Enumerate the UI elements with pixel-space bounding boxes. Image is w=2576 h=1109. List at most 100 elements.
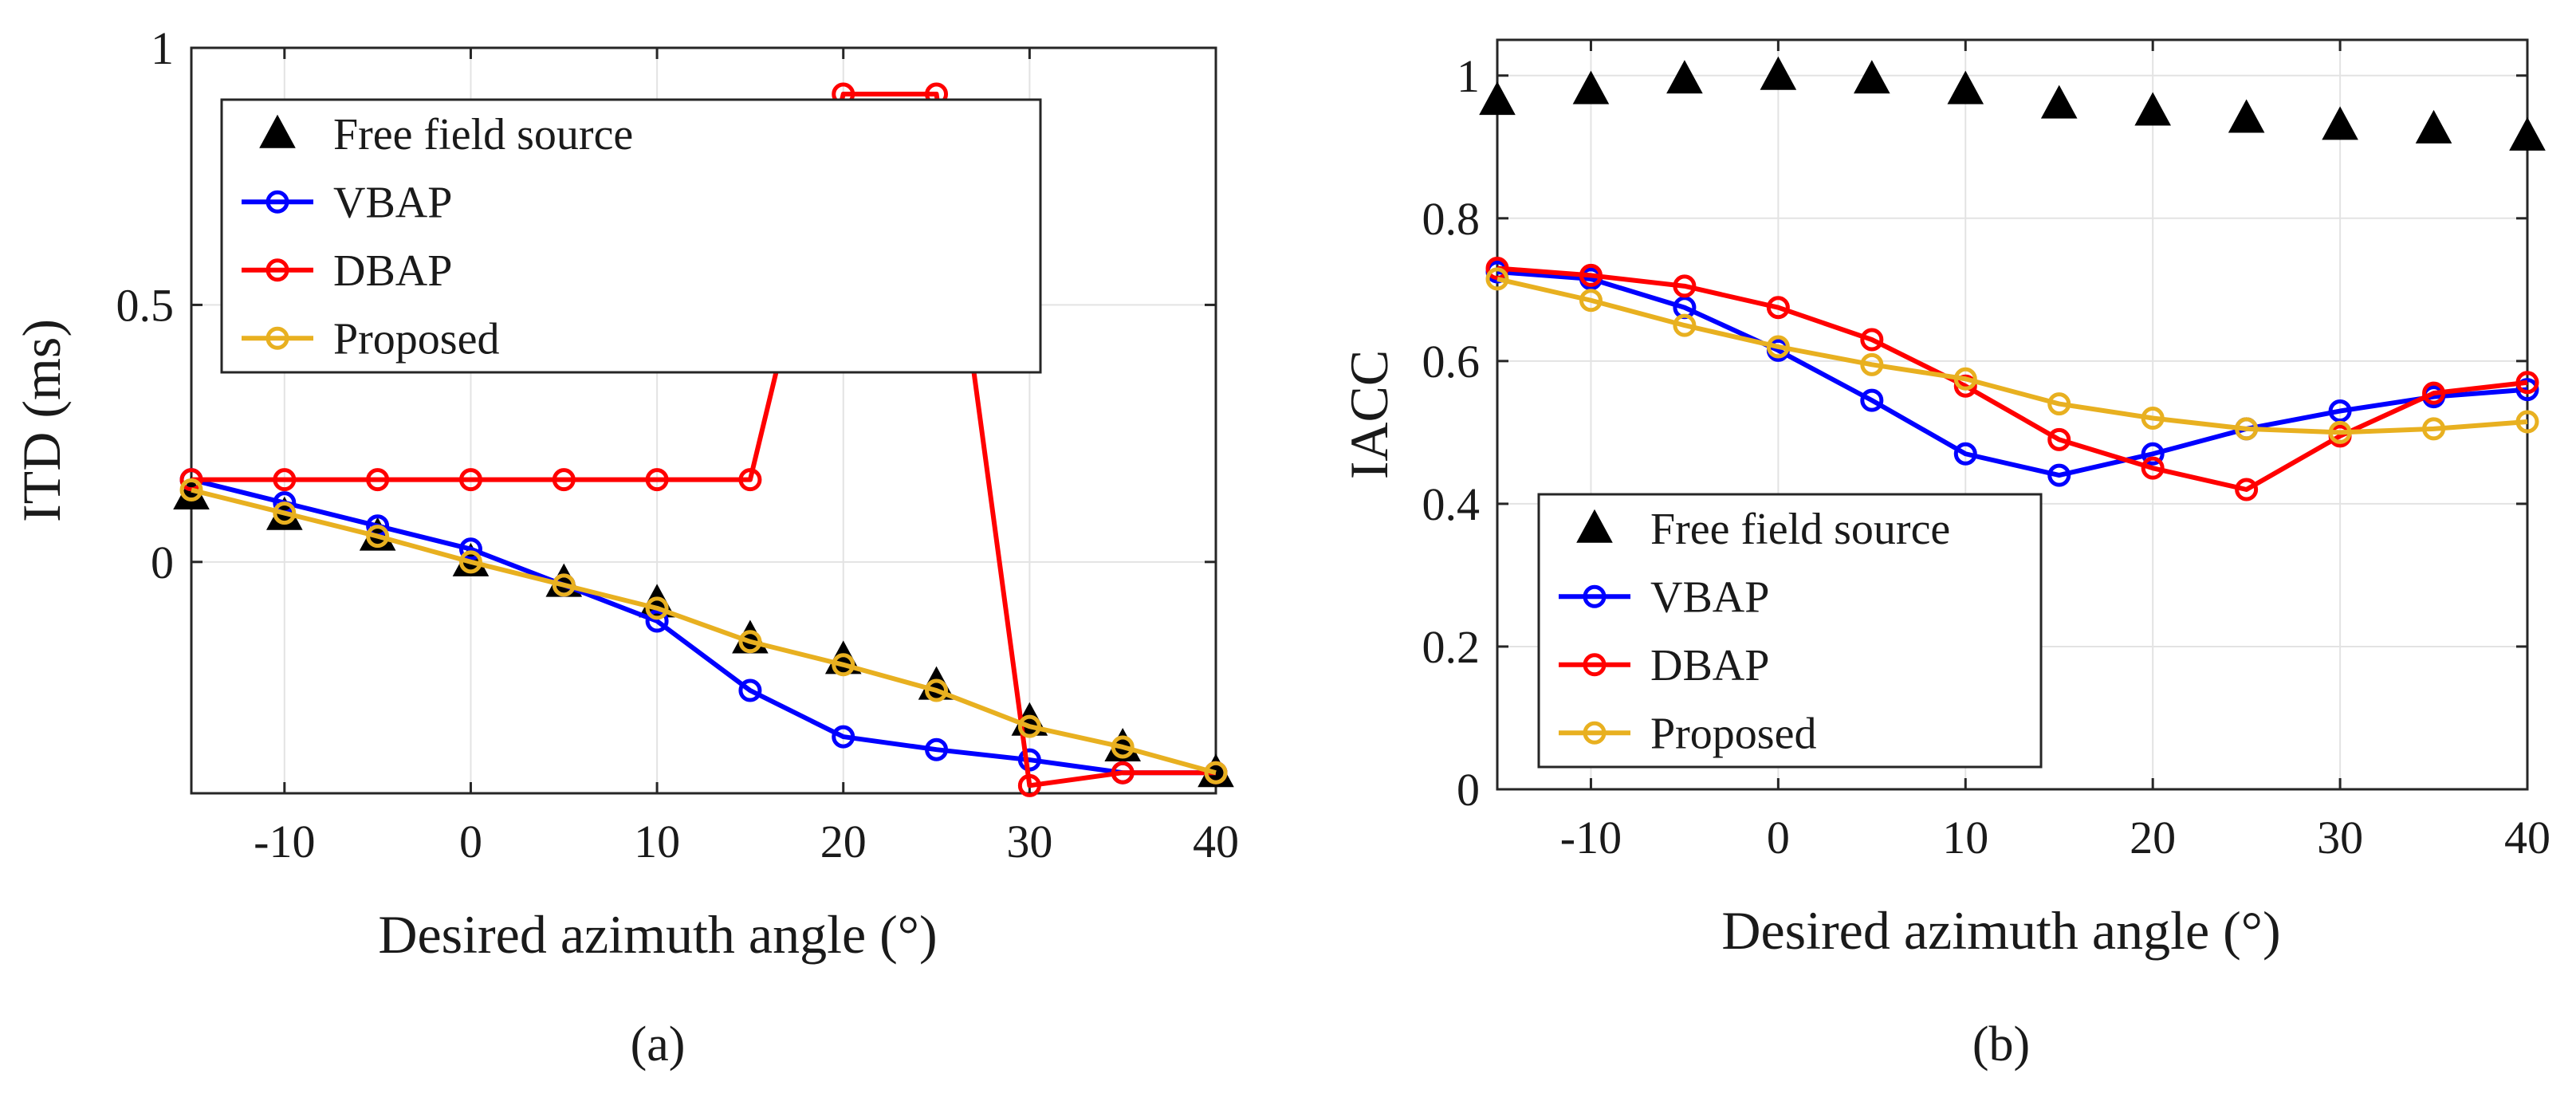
legend-marker-triangle (259, 114, 296, 148)
plot-frame (1496, 38, 2529, 791)
data-point-circle (458, 537, 482, 561)
legend-item: Free field source (1576, 505, 1950, 554)
data-point-circle (458, 550, 482, 574)
data-point-triangle (2134, 92, 2171, 126)
legend-marker-circle (1583, 721, 1607, 745)
data-point-circle (925, 678, 949, 702)
series-proposed (1485, 267, 2539, 444)
data-point-circle (1111, 735, 1135, 759)
data-point-circle (179, 468, 203, 492)
data-point-circle (738, 678, 762, 702)
legend-marker-triangle (1576, 509, 1613, 543)
x-tick-label: 20 (820, 816, 867, 867)
x-tick-label: 30 (1006, 816, 1052, 867)
legend: Free field source VBAP DBAP Proposed (220, 98, 1042, 374)
data-point-circle (1017, 773, 1041, 797)
legend: Free field source VBAP DBAP Proposed (1537, 493, 2043, 769)
data-point-circle (738, 630, 762, 654)
series-line (191, 487, 1217, 776)
legend-item: Free field source (259, 110, 633, 159)
data-point-circle (2328, 420, 2352, 444)
series-line (191, 92, 1216, 788)
data-point-triangle (1666, 60, 1703, 94)
data-point-circle (645, 609, 669, 633)
series-line (1496, 269, 2528, 478)
data-point-circle (1204, 761, 1228, 785)
data-point-circle (552, 468, 576, 492)
data-point-circle (1860, 352, 1884, 376)
legend-box (220, 98, 1042, 374)
data-point-triangle (2415, 109, 2452, 144)
data-point-triangle (1572, 70, 1610, 104)
panel-caption: (b) (1972, 1017, 2030, 1072)
y-tick-label: 1 (1457, 50, 1480, 102)
x-tick-label: 40 (2504, 812, 2550, 863)
legend-label: Proposed (1650, 709, 1816, 758)
x-tick-label: 20 (2130, 812, 2176, 863)
x-tick-label: 0 (1767, 812, 1790, 863)
series-line (1496, 276, 2528, 435)
data-point-triangle (2509, 116, 2546, 151)
data-point-circle (1017, 714, 1041, 738)
data-point-circle (1953, 367, 1977, 391)
legend-label: DBAP (1650, 641, 1769, 690)
series-proposed (179, 478, 1228, 785)
data-point-circle (2515, 378, 2539, 402)
data-point-circle (2141, 442, 2165, 466)
data-point-circle (366, 468, 390, 492)
data-point-circle (552, 573, 576, 597)
data-point-triangle (1947, 70, 1984, 104)
y-axis-label: IACC (1339, 350, 1399, 479)
data-point-circle (645, 468, 669, 492)
data-point-circle (1673, 313, 1697, 337)
data-point-circle (273, 501, 297, 525)
data-point-circle (2422, 417, 2446, 441)
data-point-circle (1953, 374, 1977, 398)
data-point-circle (2047, 463, 2071, 487)
data-point-circle (1673, 274, 1697, 298)
data-point-circle (1953, 442, 1977, 466)
data-point-circle (2141, 406, 2165, 430)
series-line (1496, 265, 2528, 492)
series-vbap (1485, 260, 2539, 487)
panel-caption: (a) (631, 1017, 686, 1072)
legend-item: DBAP (242, 246, 452, 296)
data-point-circle (1485, 267, 1509, 291)
data-point-circle (1579, 289, 1603, 313)
legend-label: VBAP (333, 178, 452, 227)
x-tick-label: 10 (634, 816, 680, 867)
data-point-triangle (2040, 85, 2078, 119)
data-point-triangle (2322, 106, 2358, 140)
chart-panel-a: -10 0 10 20 30 40 0 0.5 1 Desired azimuth angle (… (11, 22, 1239, 1072)
data-point-circle (1860, 328, 1884, 352)
y-tick-label: 1 (151, 22, 174, 74)
data-point-circle (2235, 478, 2259, 501)
x-tick-label: 40 (1193, 816, 1239, 867)
data-point-triangle (1479, 81, 1516, 116)
data-point-circle (1766, 335, 1790, 359)
y-tick-label: 0.4 (1422, 478, 1481, 530)
y-tick-label: 0.6 (1422, 336, 1481, 387)
data-point-circle (2047, 392, 2071, 416)
data-point-circle (2422, 381, 2446, 405)
legend-label: Free field source (1650, 505, 1950, 554)
data-point-circle (2515, 371, 2539, 395)
data-point-triangle (2228, 99, 2265, 133)
x-axis-label: Desired azimuth angle (°) (1721, 900, 2280, 961)
x-tick-label: 30 (2317, 812, 2363, 863)
y-tick-label: 0.5 (116, 279, 175, 331)
data-point-circle (366, 525, 390, 549)
data-point-circle (1111, 761, 1135, 785)
legend-marker-circle (265, 326, 289, 350)
data-point-circle (1766, 296, 1790, 320)
y-tick-label: 0 (151, 537, 174, 588)
series-dbap (1485, 256, 2539, 501)
chart-panel-b: -10 0 10 20 30 40 0 0.2 0.4 0.6 0.8 1 Desired azimut… (1339, 38, 2550, 1072)
data-point-circle (1485, 256, 1509, 280)
x-tick-label: 10 (1942, 812, 1988, 863)
legend-item: VBAP (242, 178, 452, 227)
y-tick-label: 0 (1457, 764, 1480, 816)
legend-item: VBAP (1559, 572, 1769, 622)
x-tick-label: -10 (1560, 812, 1622, 863)
